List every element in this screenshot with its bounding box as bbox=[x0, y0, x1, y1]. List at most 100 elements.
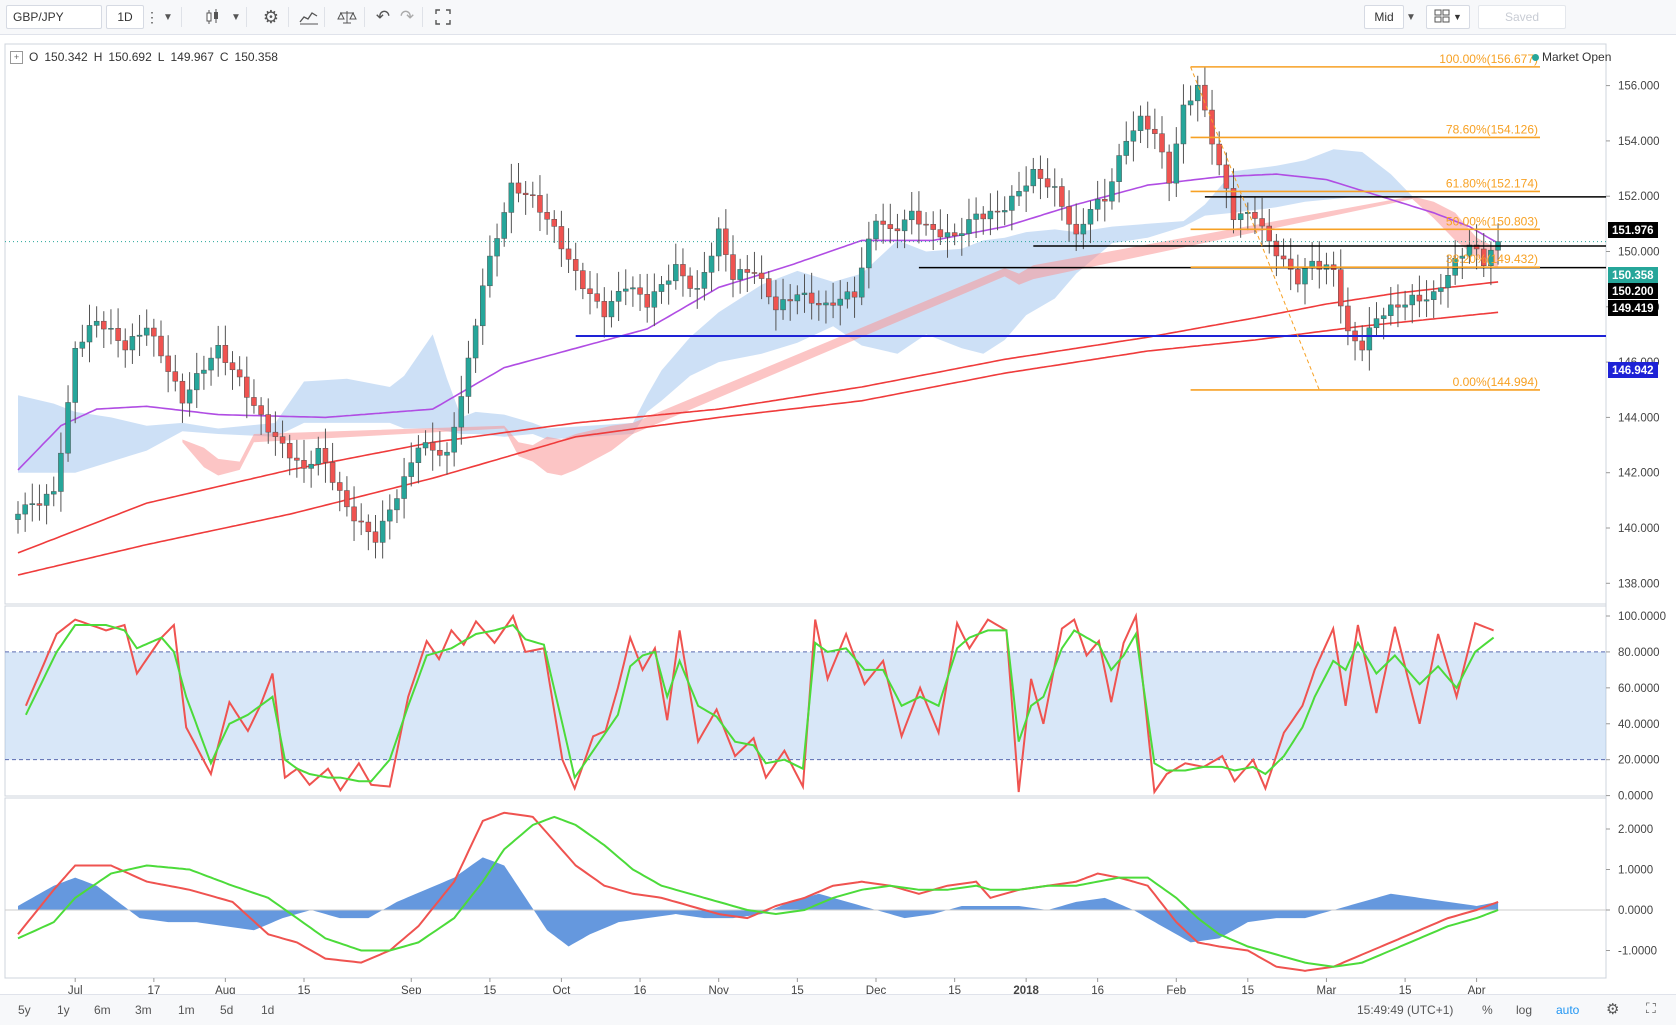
candle bbox=[551, 219, 557, 227]
candle bbox=[51, 491, 57, 495]
candle bbox=[494, 238, 500, 257]
x-tick-label: Dec bbox=[866, 985, 887, 994]
x-tick-label: 15 bbox=[948, 985, 961, 994]
candle bbox=[930, 224, 936, 230]
chevron-down-icon[interactable]: ▼ bbox=[231, 11, 241, 23]
candle bbox=[780, 299, 786, 311]
candle bbox=[594, 293, 600, 302]
maximize-icon[interactable]: ⛶ bbox=[1646, 1000, 1656, 1016]
candle bbox=[1473, 244, 1480, 250]
clock[interactable]: 15:49:49 (UTC+1) bbox=[1357, 1003, 1454, 1017]
settings-icon[interactable]: ⚙ bbox=[1606, 1001, 1620, 1018]
range-3m[interactable]: 3m bbox=[135, 1003, 152, 1017]
indicators-icon[interactable] bbox=[296, 5, 322, 29]
candle bbox=[236, 369, 243, 378]
saved-button[interactable]: Saved bbox=[1478, 5, 1566, 29]
chart-area[interactable]: 100.00%(156.677) 78.60%(154.126) 61.80%(15… bbox=[0, 34, 1676, 994]
candle bbox=[136, 334, 143, 337]
range-6m[interactable]: 6m bbox=[94, 1003, 111, 1017]
candle bbox=[823, 302, 829, 306]
candle bbox=[1009, 195, 1015, 211]
fullscreen-icon[interactable] bbox=[430, 5, 456, 29]
candle bbox=[387, 509, 393, 522]
candle bbox=[1466, 244, 1473, 257]
candle bbox=[801, 292, 808, 295]
candle bbox=[837, 298, 843, 306]
undo-icon[interactable]: ↶ bbox=[375, 7, 391, 26]
candle bbox=[86, 325, 93, 343]
range-5d[interactable]: 5d bbox=[220, 1003, 234, 1017]
range-1d[interactable]: 1d bbox=[261, 1003, 275, 1017]
candle bbox=[630, 287, 636, 290]
symbol-search[interactable]: GBP/JPY bbox=[6, 5, 102, 29]
candle bbox=[15, 513, 21, 520]
more-icon[interactable]: ⋮ bbox=[145, 8, 159, 25]
price-label: 151.976 bbox=[1612, 225, 1654, 237]
candle bbox=[1338, 269, 1344, 307]
redo-icon[interactable]: ↷ bbox=[399, 7, 415, 26]
range-5y[interactable]: 5y bbox=[18, 1003, 31, 1017]
expand-icon[interactable]: + bbox=[10, 50, 23, 64]
candle bbox=[165, 355, 171, 372]
stochastic-line-1 bbox=[24, 623, 1495, 783]
candle bbox=[515, 182, 522, 194]
candle bbox=[587, 288, 593, 295]
candle bbox=[1180, 104, 1187, 145]
candle bbox=[665, 280, 672, 285]
gear-icon[interactable]: ⚙ bbox=[262, 6, 280, 27]
percent-toggle[interactable]: % bbox=[1482, 1003, 1493, 1017]
candle bbox=[101, 320, 107, 330]
candle bbox=[244, 376, 250, 398]
range-1m[interactable]: 1m bbox=[178, 1003, 195, 1017]
candle bbox=[65, 402, 71, 454]
log-toggle[interactable]: log bbox=[1516, 1003, 1533, 1017]
low-value: 149.967 bbox=[170, 50, 214, 64]
range-1y[interactable]: 1y bbox=[57, 1003, 70, 1017]
candle bbox=[1195, 84, 1201, 102]
candle bbox=[572, 259, 579, 271]
layout-button[interactable]: ▼ bbox=[1426, 5, 1470, 29]
high-value: 150.692 bbox=[108, 50, 152, 64]
fib-level-label: 100.00%(156.677) bbox=[1439, 52, 1538, 66]
compare-icon[interactable] bbox=[334, 5, 360, 29]
moving-average-line-0 bbox=[17, 173, 1499, 471]
candle bbox=[1438, 287, 1444, 292]
candle bbox=[408, 462, 414, 477]
candle bbox=[472, 325, 479, 359]
candle bbox=[1030, 169, 1037, 187]
candle bbox=[194, 373, 200, 391]
y-tick-label: 154.000 bbox=[1618, 136, 1660, 148]
candle bbox=[258, 405, 264, 415]
auto-toggle[interactable]: auto bbox=[1556, 1003, 1580, 1017]
y-tick-label: 156.000 bbox=[1618, 81, 1660, 93]
candle bbox=[901, 219, 908, 232]
chevron-down-icon[interactable]: ▼ bbox=[163, 11, 173, 23]
candle bbox=[143, 327, 150, 336]
candle bbox=[994, 210, 1001, 213]
candle bbox=[158, 335, 164, 357]
candle bbox=[1023, 185, 1029, 192]
interval-button[interactable]: 1D bbox=[106, 5, 144, 29]
candles-icon[interactable] bbox=[200, 5, 226, 29]
candle bbox=[522, 192, 529, 195]
y-tick-label: 150.000 bbox=[1618, 247, 1660, 259]
price-type-button[interactable]: Mid bbox=[1364, 5, 1404, 29]
candle bbox=[730, 254, 736, 280]
candle bbox=[1395, 304, 1401, 308]
candle bbox=[701, 272, 708, 289]
candle bbox=[1402, 304, 1408, 308]
price-label-box bbox=[1608, 283, 1658, 299]
x-tick-label: Oct bbox=[552, 985, 571, 994]
candle bbox=[1059, 186, 1065, 207]
candle bbox=[365, 521, 372, 533]
candle bbox=[43, 493, 50, 506]
candle bbox=[1052, 186, 1058, 188]
chevron-down-icon[interactable]: ▼ bbox=[1406, 11, 1416, 23]
candle bbox=[265, 414, 271, 433]
price-label: 150.358 bbox=[1612, 270, 1654, 282]
candle bbox=[1302, 267, 1308, 285]
candle bbox=[1280, 255, 1287, 260]
candle bbox=[1016, 191, 1022, 197]
candle bbox=[1166, 151, 1172, 184]
low-label: L bbox=[157, 50, 165, 64]
